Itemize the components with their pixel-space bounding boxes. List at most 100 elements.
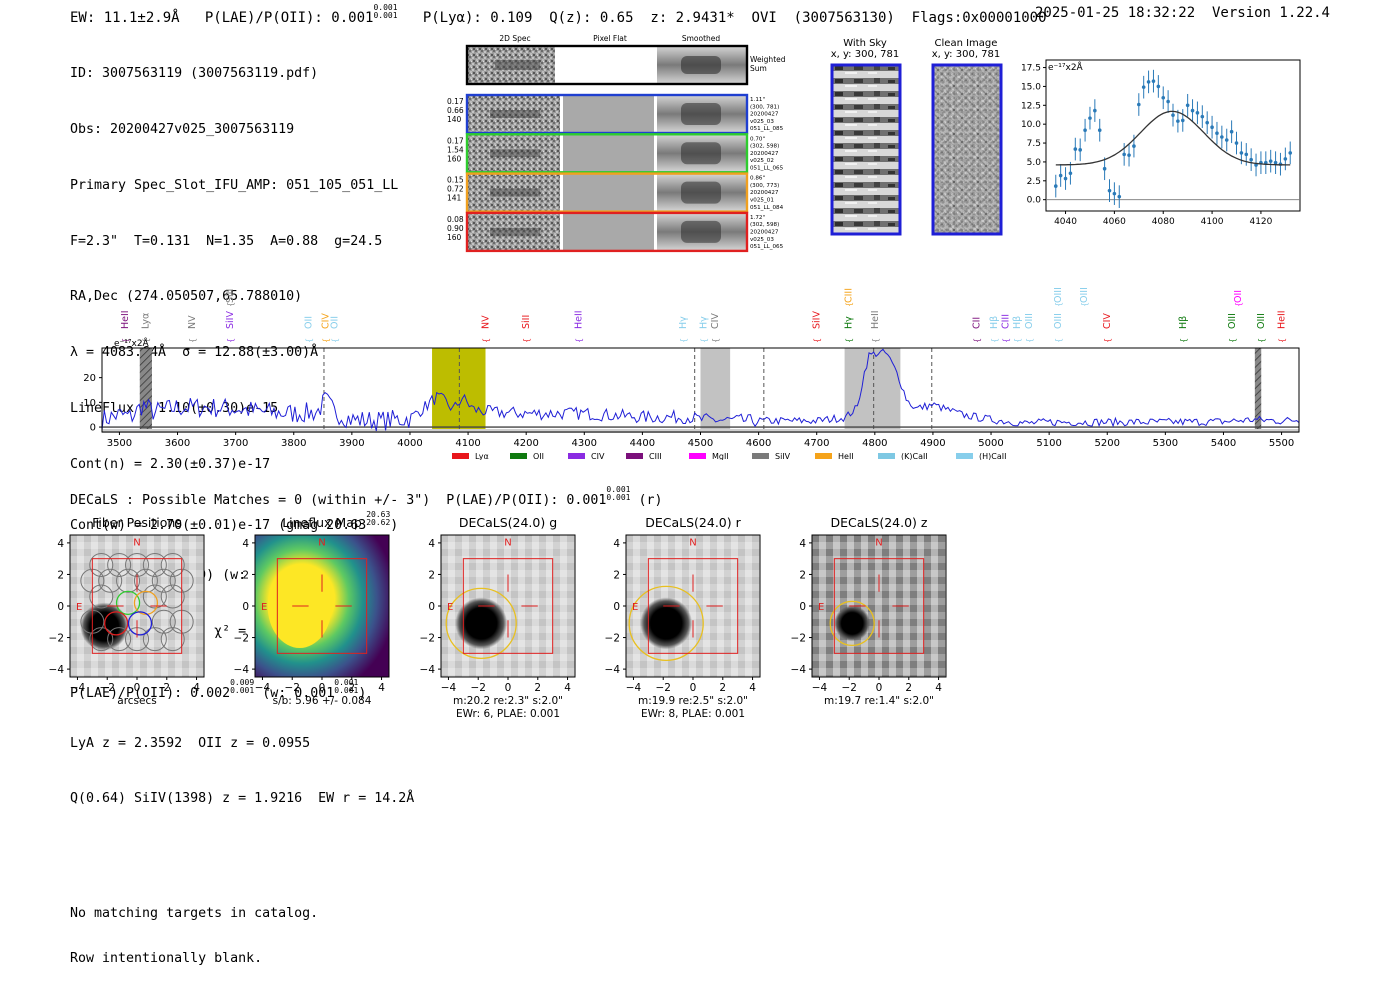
panel-ytick-label: 4 [428,538,435,550]
header-rest: P(Lyα): 0.109 Q(z): 0.65 z: 2.9431* OVI … [397,10,1047,26]
svg-text:OIII: OIII [1079,287,1090,303]
fit-data-point [1234,131,1239,155]
fiber-circle [89,584,114,609]
east-label: E [818,602,824,613]
fit-data-point [1195,101,1200,125]
fit-data-point [1156,75,1161,98]
footer-line-1: No matching targets in catalog. [70,906,319,921]
panel-xtick-label: 0 [505,682,512,694]
fit-data-point [1171,103,1175,127]
svg-text:NV: NV [481,315,492,329]
svg-text:OIII: OIII [1227,313,1238,329]
svg-text:{: { [188,338,197,343]
decals-panel-1: Fiber Positions N E −4 −4 −2 −2 0 0 2 2 4 4 arcsecs [49,515,205,707]
fit-ytick-label: 7.5 [1027,139,1041,149]
line-id-label: HeII { [120,310,131,343]
fit-ytick-label: 15.0 [1021,82,1041,92]
panel-title: Fiber Positions [92,515,182,530]
panel-xtick-label: −4 [812,682,828,694]
spectrum-xtick-label: 5300 [1153,438,1178,449]
source-blob [834,605,871,642]
panel-caption-2: EWr: 6, PLAE: 0.001 [456,708,560,720]
fit-xtick-label: 4100 [1201,217,1224,227]
fiber-circle [107,552,132,577]
spec-row-right-label: (302, 598) [750,222,779,228]
fiber-circle [98,568,123,593]
header-ew-ple: EW: 11.1±2.9Å P(LAE)/P(OII): 0.001 [70,10,374,26]
fit-data-point [1073,137,1078,161]
spec-row-left-label: 0.72 [447,185,464,194]
spec-row-right-label: v025_03 [750,237,774,243]
svg-text:{: { [711,338,720,343]
panel-caption: m:19.7 re:1.4" s:2.0" [824,695,934,707]
fit-data-point [1112,182,1117,205]
line-id-label: OII { [329,316,340,343]
spec-row-right-label: 0.70" [750,136,765,142]
fiber-orange [133,590,159,615]
fiber-circle [89,552,114,577]
svg-text:OIII: OIII [1053,313,1064,329]
east-label: E [632,602,638,613]
panel-xtick-label: −4 [70,682,86,694]
svg-text:{: { [1257,338,1266,343]
panel-caption: m:20.2 re:2.3" s:2.0" [453,695,563,707]
fiber-red [104,611,129,636]
fit-gaussian-curve [1055,110,1291,166]
east-label: E [261,602,267,613]
spec-row-frame-2 [465,133,749,174]
svg-text:(K)CaII: (K)CaII [901,452,928,460]
fit-ytick-label: 10.0 [1021,120,1041,130]
panel-caption: m:19.9 re:2.5" s:2.0" [638,695,748,707]
weighted-sum-label: Weighted [750,55,786,64]
svg-text:{: { [1013,338,1022,343]
svg-text:{: { [1054,338,1063,343]
line-id-label: Lyα { [141,313,152,343]
fit-data-point [1141,75,1146,99]
fit-data-point [1283,147,1288,171]
legend-entry: MgII [689,452,729,460]
fit-data-point [1122,143,1126,166]
line-id-label: OIII{ [1256,313,1267,343]
spec-row-left-label: 0.08 [447,215,464,224]
svg-text:SiIV: SiIV [225,311,236,329]
fit-xtick-label: 4060 [1103,217,1126,227]
panel-xtick-label: 4 [378,682,385,694]
fit-data-point [1205,111,1209,134]
spec-row-left-label: 1.54 [447,145,464,154]
fiber-circle [160,584,185,609]
fiber-circle [160,552,185,577]
svg-text:CIV: CIV [591,452,605,460]
svg-text:{: { [1080,302,1089,307]
spectrum-xtick-label: 4400 [630,438,655,449]
panel-ytick-label: −4 [420,664,436,676]
fit-data-point [1161,86,1166,110]
line-id-label: Hγ { [678,316,689,343]
svg-text:HeII: HeII [870,310,881,329]
spec-row-right-label: v025_03 [750,119,774,125]
panel-ytick-label: 0 [428,601,435,613]
fit-data-point [1088,106,1092,130]
panel-ytick-label: 4 [613,538,620,550]
svg-text:{: { [574,338,583,343]
clean-image-stamp [931,63,1003,236]
line-id-label: OIII{ [1079,287,1090,307]
info-id: ID: 3007563119 (3007563119.pdf) [70,66,319,82]
svg-text:Hβ: Hβ [989,316,1000,329]
spec-row-frame-4 [465,211,749,253]
spec-row-left-label: 0.90 [447,224,464,233]
panel-caption: arcsecs [117,695,156,707]
fiber-circle [107,627,132,652]
fit-data-point [1093,99,1097,122]
line-id-label: HeII { [1277,310,1288,343]
svg-text:CIV: CIV [1102,313,1113,329]
spectrum-xtick-label: 3700 [223,438,248,449]
line-id-label: Hγ { [698,316,709,343]
fit-data-point [1127,143,1131,167]
spec-row-right-label: v025_01 [750,198,774,204]
panel-title: Lineflux Map [282,515,362,530]
line-fit-plot: e⁻¹⁷x2Å 0.0 2.5 5.0 7.5 10.0 12.5 15.0 17.5 4040… [1021,59,1301,227]
fit-data-point [1166,90,1170,113]
fit-data-point [1068,161,1073,185]
line-id-label: OIII { [1053,313,1064,343]
svg-text:{: { [1025,338,1034,343]
